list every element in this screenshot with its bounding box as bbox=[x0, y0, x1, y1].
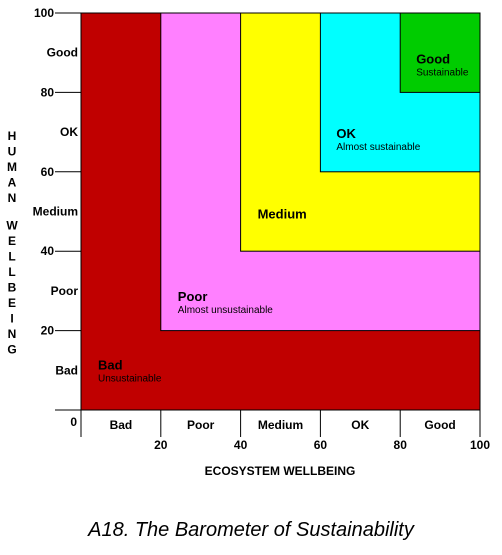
origin-label: 0 bbox=[70, 415, 77, 429]
y-axis-title-letter: W bbox=[6, 219, 18, 233]
y-axis-title-letter: A bbox=[8, 176, 17, 190]
y-tick-label: 80 bbox=[41, 85, 55, 99]
x-axis-title: ECOSYSTEM WELLBEING bbox=[205, 464, 356, 478]
y-axis-title-letter: E bbox=[8, 296, 16, 310]
y-axis-title-letter: L bbox=[8, 265, 15, 279]
y-axis-title-letter: H bbox=[8, 129, 17, 143]
zone-medium-title: Medium bbox=[258, 206, 307, 221]
x-band-label: Bad bbox=[110, 418, 133, 432]
x-tick-label: 100 bbox=[470, 438, 490, 452]
x-band-label: OK bbox=[351, 418, 369, 432]
y-axis-title-letter: B bbox=[8, 281, 17, 295]
y-axis-title-letter: U bbox=[8, 145, 17, 159]
y-axis-title-letter: I bbox=[10, 312, 13, 326]
x-tick-label: 80 bbox=[394, 438, 408, 452]
zone-bad-title: Bad bbox=[98, 357, 123, 372]
zone-poor-subtitle: Almost unsustainable bbox=[178, 305, 273, 316]
y-tick-label: 60 bbox=[41, 165, 55, 179]
y-band-label: Poor bbox=[51, 284, 79, 298]
zone-ok-title: OK bbox=[336, 126, 356, 141]
x-tick-label: 40 bbox=[234, 438, 248, 452]
y-band-label: Medium bbox=[33, 205, 78, 219]
x-band-label: Good bbox=[424, 418, 455, 432]
zone-good-region bbox=[399, 12, 481, 93]
y-axis-title-letter: N bbox=[8, 327, 17, 341]
x-band-label: Medium bbox=[258, 418, 303, 432]
y-tick-label: 20 bbox=[41, 324, 55, 338]
zones-layer bbox=[80, 12, 481, 411]
figure-caption: A18. The Barometer of Sustainability bbox=[87, 519, 415, 541]
zone-poor-title: Poor bbox=[178, 289, 208, 304]
zone-good-title: Good bbox=[416, 52, 450, 67]
zone-good-subtitle: Sustainable bbox=[416, 68, 469, 79]
x-tick-label: 20 bbox=[154, 438, 168, 452]
y-band-label: Good bbox=[47, 46, 78, 60]
x-band-label: Poor bbox=[187, 418, 215, 432]
y-band-label: OK bbox=[60, 125, 78, 139]
y-band-label: Bad bbox=[55, 363, 78, 377]
axes-layer: 20 40 60 80 100 0 Bad Poor Medium OK Good 20 40 60 80 1… bbox=[33, 6, 491, 452]
y-axis-title-letter: E bbox=[8, 234, 16, 248]
zone-bad-subtitle: Unsustainable bbox=[98, 373, 162, 384]
y-axis-title-letter: G bbox=[7, 343, 16, 357]
y-axis-title-letter: L bbox=[8, 250, 15, 264]
y-axis-title-letter: M bbox=[7, 160, 17, 174]
x-tick-label: 60 bbox=[314, 438, 328, 452]
y-axis-title-letter: N bbox=[8, 191, 17, 205]
y-tick-label: 40 bbox=[41, 244, 55, 258]
zone-ok-subtitle: Almost sustainable bbox=[336, 142, 420, 153]
y-tick-label: 100 bbox=[34, 6, 54, 20]
